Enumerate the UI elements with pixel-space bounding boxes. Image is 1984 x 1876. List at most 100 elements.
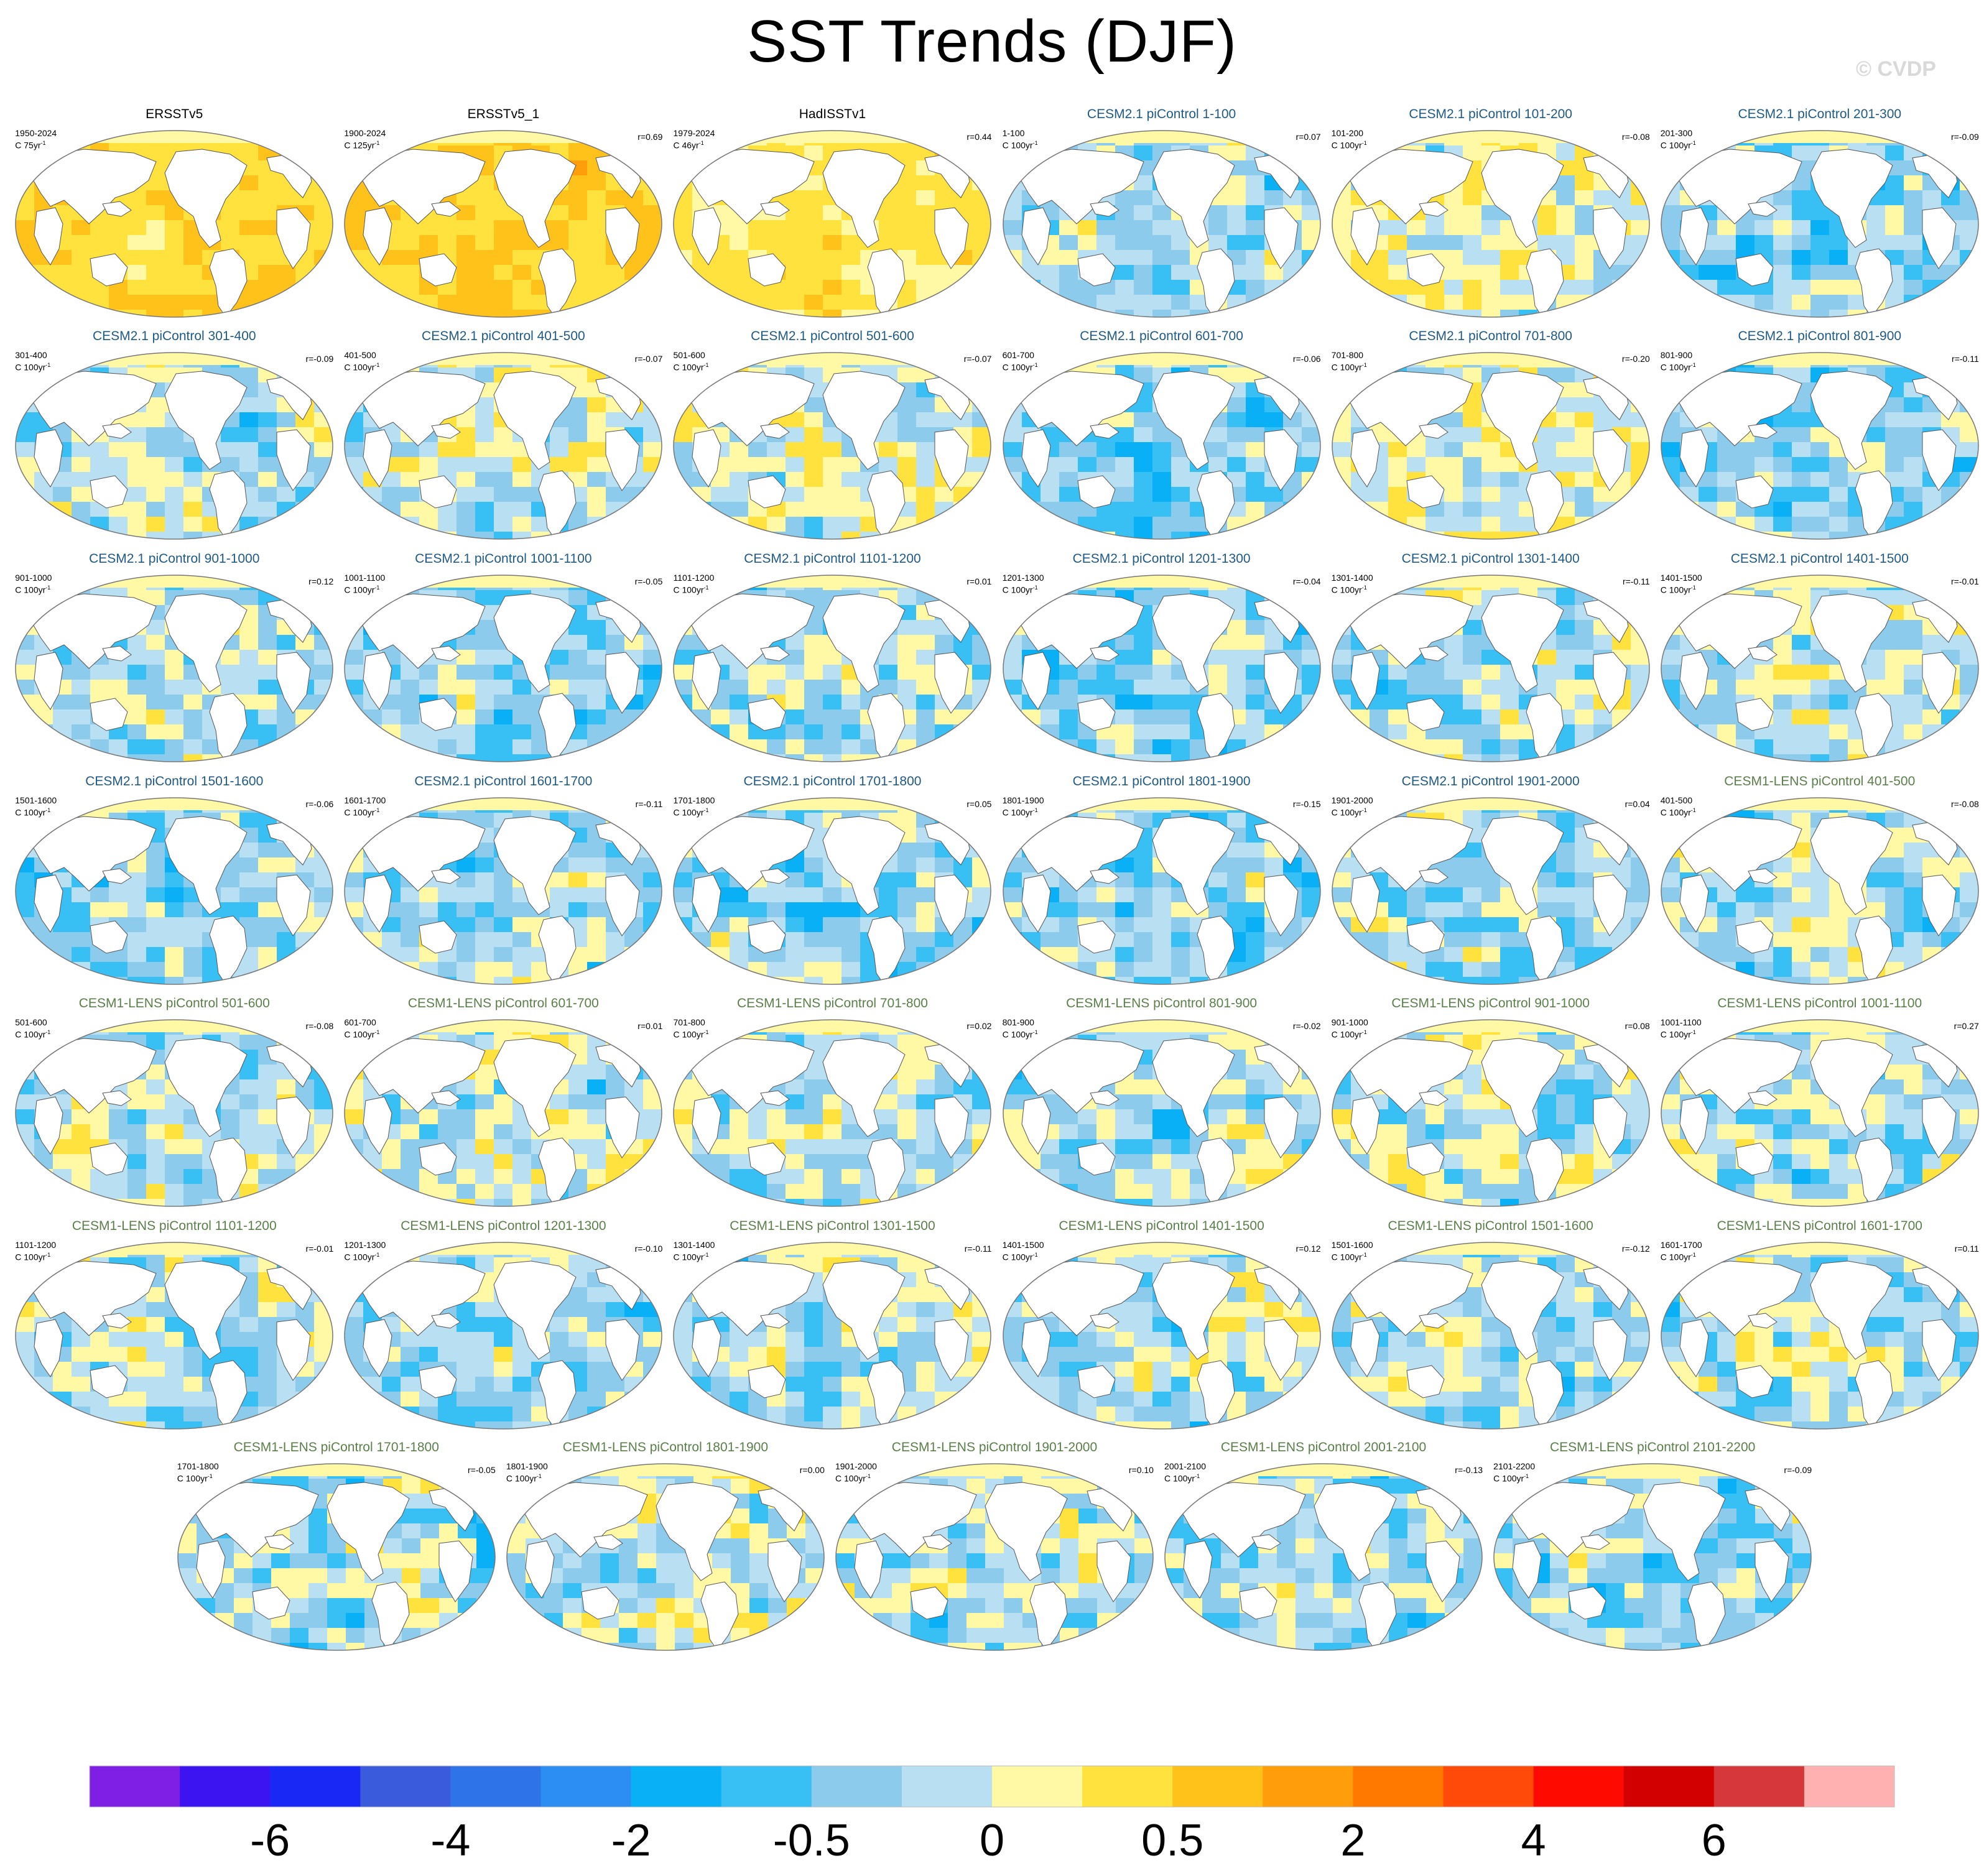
panel-units: C 100yr-1 xyxy=(1002,362,1038,372)
panel-pattern-correlation: r=0.05 xyxy=(967,799,992,809)
panel-title: CESM2.1 piControl 701-800 xyxy=(1409,329,1572,343)
panel-period: 1501-1600 xyxy=(1331,1240,1373,1250)
panel-units-text: C 100yr xyxy=(673,585,704,595)
panel-title: CESM1-LENS piControl 901-1000 xyxy=(1391,996,1590,1010)
colorbar-segment xyxy=(1443,1766,1534,1807)
panel-period: 1-100 xyxy=(1002,128,1025,138)
sst-trend-map xyxy=(15,1242,334,1430)
panel-period: 1901-2000 xyxy=(1331,795,1373,805)
panel-units-text: C 100yr xyxy=(15,807,46,818)
panel-units-text: C 100yr xyxy=(177,1473,208,1484)
panel-title: CESM1-LENS piControl 2101-2200 xyxy=(1549,1440,1756,1454)
colorbar-segment xyxy=(631,1766,722,1807)
map-panel: CESM1-LENS piControl 2101-2200 2101-2200 C… xyxy=(1488,1440,1817,1663)
panel-title: CESM2.1 piControl 801-900 xyxy=(1738,329,1902,343)
colorbar-segment xyxy=(360,1766,451,1807)
panel-period: 601-700 xyxy=(344,1017,376,1027)
panel-title: CESM2.1 piControl 1601-1700 xyxy=(414,774,593,788)
sst-trend-map xyxy=(673,352,992,540)
panel-period: 2101-2200 xyxy=(1493,1461,1536,1471)
panel-period: 601-700 xyxy=(1002,350,1034,360)
sst-trend-map xyxy=(344,797,663,985)
colorbar-segment xyxy=(1533,1766,1625,1807)
sst-trend-map xyxy=(1002,1019,1321,1207)
sst-trend-map xyxy=(1331,352,1650,540)
map-panel: CESM1-LENS piControl 1601-1700 1601-1700 C… xyxy=(1656,1219,1984,1441)
panel-grid: ERSSTv5 1950-2024 C 75yr-1 ERSSTv5_1 1900-20… xyxy=(15,107,1984,1663)
panel-pattern-correlation: r=-0.11 xyxy=(964,1244,992,1254)
map-panel: CESM2.1 piControl 501-600 501-600 C 100yr-… xyxy=(668,329,996,552)
panel-title: ERSSTv5 xyxy=(146,107,203,121)
panel-units-text: C 100yr xyxy=(1331,807,1362,818)
panel-title: CESM1-LENS piControl 401-500 xyxy=(1724,774,1916,788)
map-panel: CESM2.1 piControl 701-800 701-800 C 100yr-… xyxy=(1327,329,1655,552)
panel-period: 1801-1900 xyxy=(506,1461,548,1471)
panel-period: 1601-1700 xyxy=(344,795,386,805)
map-panel: CESM1-LENS piControl 401-500 401-500 C 100… xyxy=(1656,774,1984,997)
panel-units-text: C 100yr xyxy=(1164,1473,1195,1484)
panel-units-text: C 100yr xyxy=(1002,1252,1033,1262)
panel-period: 1301-1400 xyxy=(1331,573,1373,583)
panel-title: CESM2.1 piControl 1901-2000 xyxy=(1401,774,1580,788)
colorbar-segment xyxy=(180,1766,271,1807)
colorbar-segment xyxy=(992,1766,1083,1807)
panel-units-text: C 100yr xyxy=(344,585,375,595)
panel-units-text: C 100yr xyxy=(673,807,704,818)
panel-units: C 100yr-1 xyxy=(1331,1029,1367,1040)
map-panel: CESM2.1 piControl 1301-1400 1301-1400 C 10… xyxy=(1327,552,1655,774)
panel-units: C 100yr-1 xyxy=(835,1473,871,1484)
panel-units: C 125yr-1 xyxy=(344,140,380,150)
panel-pattern-correlation: r=-0.01 xyxy=(1951,576,1979,586)
map-panel: CESM1-LENS piControl 1401-1500 1401-1500 C… xyxy=(998,1219,1326,1441)
sst-trend-map xyxy=(1002,797,1321,985)
panel-pattern-correlation: r=-0.13 xyxy=(1455,1465,1483,1475)
panel-pattern-correlation: r=-0.09 xyxy=(1784,1465,1812,1475)
colorbar: -6 -4 -2 -0.5 0 0.5 2 4 6 xyxy=(89,1765,1895,1865)
colorbar-segment xyxy=(1804,1766,1895,1807)
map-panel: CESM1-LENS piControl 2001-2100 2001-2100 C… xyxy=(1159,1440,1488,1663)
map-panel: CESM2.1 piControl 1901-2000 1901-2000 C 10… xyxy=(1327,774,1655,997)
map-panel: CESM2.1 piControl 1001-1100 1001-1100 C 10… xyxy=(339,552,667,774)
panel-units: C 100yr-1 xyxy=(1660,1252,1696,1262)
colorbar-segment xyxy=(1623,1766,1715,1807)
panel-pattern-correlation: r=0.69 xyxy=(637,132,663,142)
sst-trend-map xyxy=(15,1019,334,1207)
sst-trend-map xyxy=(673,1019,992,1207)
colorbar-segment xyxy=(1353,1766,1444,1807)
panel-units: C 100yr-1 xyxy=(15,585,51,595)
panel-pattern-correlation: r=0.07 xyxy=(1296,132,1321,142)
panel-units: C 75yr-1 xyxy=(15,140,46,150)
panel-units: C 100yr-1 xyxy=(1660,1029,1696,1040)
panel-units: C 100yr-1 xyxy=(15,362,51,372)
panel-pattern-correlation: r=-0.04 xyxy=(1292,576,1321,586)
panel-title: CESM1-LENS piControl 501-600 xyxy=(78,996,270,1010)
panel-period: 1201-1300 xyxy=(344,1240,386,1250)
sst-trend-map xyxy=(1164,1463,1483,1651)
sst-trend-map xyxy=(1331,797,1650,985)
panel-period: 801-900 xyxy=(1002,1017,1034,1027)
panel-period: 701-800 xyxy=(1331,350,1364,360)
panel-period: 1501-1600 xyxy=(15,795,57,805)
panel-title: CESM2.1 piControl 201-300 xyxy=(1738,107,1902,121)
panel-pattern-correlation: r=0.10 xyxy=(1128,1465,1154,1475)
panel-units: C 100yr-1 xyxy=(344,362,380,372)
panel-pattern-correlation: r=-0.11 xyxy=(635,799,663,809)
sst-trend-map xyxy=(1002,130,1321,318)
sst-trend-map xyxy=(344,352,663,540)
map-panel: CESM1-LENS piControl 1901-2000 1901-2000 C… xyxy=(830,1440,1159,1663)
sst-trend-map xyxy=(344,1242,663,1430)
panel-title: CESM1-LENS piControl 1601-1700 xyxy=(1717,1219,1922,1233)
cvdp-watermark: © CVDP xyxy=(1856,57,1936,81)
sst-trend-map xyxy=(1002,352,1321,540)
sst-trend-map xyxy=(673,575,992,762)
panel-pattern-correlation: r=-0.08 xyxy=(1951,799,1979,809)
panel-units: C 100yr-1 xyxy=(1002,585,1038,595)
sst-trend-map xyxy=(1331,1019,1650,1207)
panel-units: C 100yr-1 xyxy=(1002,140,1038,150)
panel-units: C 100yr-1 xyxy=(1331,1252,1367,1262)
sst-trend-map xyxy=(1661,575,1979,762)
map-panel: CESM1-LENS piControl 1001-1100 1001-1100 C… xyxy=(1656,996,1984,1219)
panel-units-text: C 100yr xyxy=(1493,1473,1524,1484)
panel-units: C 100yr-1 xyxy=(1002,1029,1038,1040)
sst-trend-map xyxy=(673,130,992,318)
